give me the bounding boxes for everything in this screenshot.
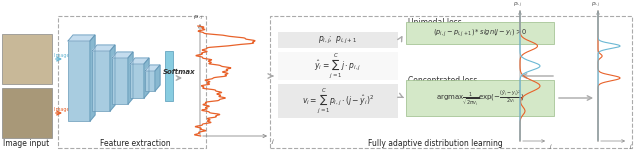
Text: Fully adaptive distribution learning: Fully adaptive distribution learning — [367, 139, 502, 148]
Ellipse shape — [12, 41, 42, 77]
Text: $p_{i,j}$: $p_{i,j}$ — [591, 1, 601, 10]
Text: $j$: $j$ — [549, 142, 553, 151]
FancyBboxPatch shape — [406, 80, 554, 116]
FancyBboxPatch shape — [278, 32, 398, 48]
FancyBboxPatch shape — [2, 34, 52, 84]
Polygon shape — [145, 65, 160, 71]
Text: Image input: Image input — [3, 139, 49, 148]
Polygon shape — [128, 52, 133, 104]
Text: $j$: $j$ — [629, 142, 633, 151]
Text: $p_{i,j}$: $p_{i,j}$ — [513, 1, 523, 10]
Polygon shape — [155, 65, 160, 91]
Text: $\mathrm{argmax}\frac{1}{\sqrt{2\pi v_i}}\exp(-\frac{(\hat{y}_i-y_i)^2}{2v_i})$: $\mathrm{argmax}\frac{1}{\sqrt{2\pi v_i}… — [436, 88, 524, 108]
FancyBboxPatch shape — [278, 84, 398, 118]
FancyBboxPatch shape — [112, 58, 128, 104]
Text: Feature extraction: Feature extraction — [100, 139, 170, 148]
Polygon shape — [144, 58, 149, 98]
Polygon shape — [68, 35, 95, 41]
Polygon shape — [110, 45, 115, 111]
Polygon shape — [90, 35, 95, 121]
Polygon shape — [130, 58, 149, 64]
Text: Image 2: Image 2 — [54, 107, 74, 112]
Polygon shape — [112, 52, 133, 58]
Text: $v_i=\sum_{j=1}^{C}p_{i,j}\cdot(j-\hat{y}_i)^2$: $v_i=\sum_{j=1}^{C}p_{i,j}\cdot(j-\hat{y… — [302, 86, 374, 116]
FancyBboxPatch shape — [278, 52, 398, 80]
FancyBboxPatch shape — [165, 51, 173, 101]
FancyBboxPatch shape — [2, 88, 52, 138]
Text: $p_{i,j}$: $p_{i,j}$ — [193, 14, 204, 23]
Text: $p_{i,j};\ p_{i,j+1}$: $p_{i,j};\ p_{i,j+1}$ — [318, 34, 358, 46]
Text: Unimodal loss: Unimodal loss — [408, 18, 461, 27]
Text: Image 1: Image 1 — [54, 53, 74, 58]
FancyBboxPatch shape — [92, 51, 110, 111]
FancyBboxPatch shape — [406, 22, 554, 44]
Text: $\hat{y}_i=\sum_{j=1}^{C}j\cdot p_{i,j}$: $\hat{y}_i=\sum_{j=1}^{C}j\cdot p_{i,j}$ — [314, 51, 362, 81]
Ellipse shape — [11, 95, 43, 131]
FancyBboxPatch shape — [130, 64, 144, 98]
Polygon shape — [92, 45, 115, 51]
Text: $j$: $j$ — [271, 137, 275, 146]
Text: $(p_{i,j}-p_{i,j+1})*sign(j-y_i)>0$: $(p_{i,j}-p_{i,j+1})*sign(j-y_i)>0$ — [433, 27, 527, 39]
FancyBboxPatch shape — [68, 41, 90, 121]
Text: Softmax: Softmax — [163, 69, 195, 75]
FancyBboxPatch shape — [145, 71, 155, 91]
Text: Concentrated loss: Concentrated loss — [408, 76, 477, 85]
